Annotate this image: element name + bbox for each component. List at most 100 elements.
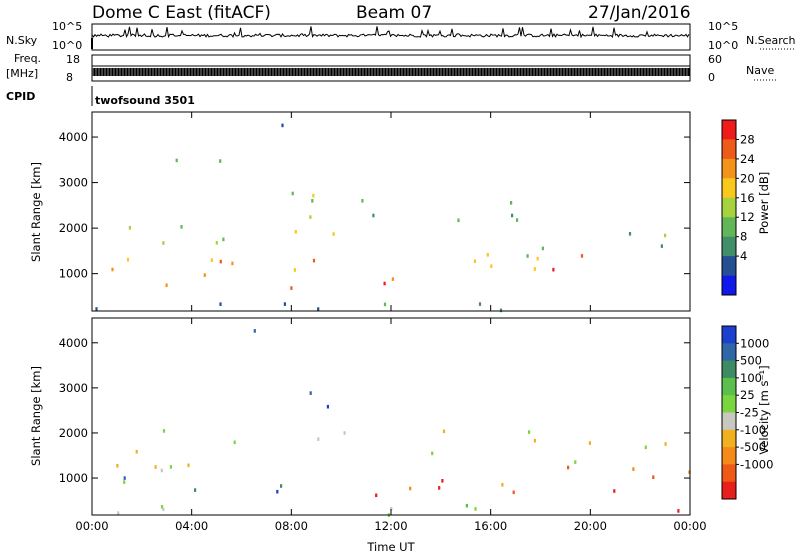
scatter-cell bbox=[383, 302, 387, 307]
nsky-tick-bottom: 10^0 bbox=[52, 39, 82, 52]
scatter-cell bbox=[632, 467, 635, 471]
scatter-cell bbox=[533, 438, 536, 443]
nave-tick-top: 60 bbox=[708, 53, 722, 66]
scatter-cell bbox=[117, 511, 120, 515]
scatter-cell bbox=[294, 230, 297, 234]
y-tick-label: 4000 bbox=[59, 336, 88, 350]
x-tick-label: 20:00 bbox=[574, 519, 607, 533]
scatter-cell bbox=[312, 193, 315, 198]
freq-band bbox=[92, 68, 690, 76]
colorbar-segment bbox=[722, 343, 736, 361]
colorbar-tick-label: -1000 bbox=[740, 457, 773, 471]
nsearch-label: N.Search bbox=[746, 34, 796, 47]
nave-label: Nave bbox=[746, 64, 774, 77]
nsky-panel-frame bbox=[91, 23, 691, 51]
colorbar-segment bbox=[722, 120, 736, 140]
scatter-cell bbox=[486, 253, 489, 257]
y-tick-label: 3000 bbox=[59, 176, 88, 190]
colorbar-tick-label: 24 bbox=[740, 152, 755, 166]
x-tick-label: 00:00 bbox=[673, 519, 706, 533]
nsky-tick-top: 10^5 bbox=[52, 20, 82, 33]
scatter-cell bbox=[490, 264, 493, 268]
colorbar-segment bbox=[722, 464, 736, 483]
nsky-trace bbox=[91, 26, 690, 49]
colorbar-segment bbox=[722, 178, 736, 199]
scatter-cell bbox=[165, 283, 168, 288]
x-tick-label: 12:00 bbox=[374, 519, 407, 533]
scatter-cell bbox=[175, 158, 178, 163]
colorbar-segment bbox=[722, 326, 736, 344]
scatter-cell bbox=[95, 307, 98, 311]
scatter-cell bbox=[677, 509, 680, 513]
x-tick-label: 16:00 bbox=[474, 519, 507, 533]
scatter-cell bbox=[343, 431, 346, 435]
scatter-cell bbox=[135, 449, 138, 454]
y-tick-label: 2000 bbox=[59, 426, 88, 440]
colorbar-tick-label: 25 bbox=[740, 388, 755, 402]
colorbar-segment bbox=[722, 447, 736, 465]
nsky-line bbox=[91, 26, 690, 39]
scatter-cell bbox=[311, 199, 314, 203]
power-y-axis: 1000 2000 3000 4000 bbox=[59, 130, 690, 281]
scatter-cell bbox=[652, 475, 655, 479]
scatter-cell bbox=[283, 302, 286, 306]
freq-trace bbox=[92, 65, 690, 77]
scatter-cell bbox=[123, 476, 126, 480]
colorbar-tick-label: 8 bbox=[740, 230, 747, 244]
scatter-cell bbox=[409, 486, 412, 491]
scatter-cell bbox=[473, 259, 476, 263]
scatter-cell bbox=[361, 199, 364, 203]
scatter-cell bbox=[541, 246, 544, 251]
scatter-cell bbox=[290, 286, 293, 290]
colorbar-tick-label: 12 bbox=[740, 210, 755, 224]
scatter-cell bbox=[128, 226, 131, 230]
scatter-cell bbox=[628, 232, 632, 236]
nave-tick-bottom: 0 bbox=[708, 71, 715, 84]
colorbar-segment bbox=[722, 256, 736, 276]
x-tick-label: 08:00 bbox=[275, 519, 308, 533]
scatter-cell bbox=[309, 215, 312, 219]
power-panel-bg bbox=[92, 112, 690, 311]
scatter-cell bbox=[567, 465, 570, 470]
scatter-cell bbox=[233, 440, 236, 445]
scatter-cell bbox=[383, 281, 386, 286]
scatter-cell bbox=[317, 437, 320, 441]
scatter-cell bbox=[375, 493, 378, 498]
scatter-cell bbox=[474, 507, 477, 511]
colorbar-frame bbox=[721, 119, 737, 296]
scatter-cell bbox=[528, 430, 531, 434]
scatter-cell bbox=[580, 254, 584, 258]
colorbar-segment bbox=[722, 412, 736, 431]
colorbar-segment bbox=[722, 275, 736, 296]
freq-label: Freq. bbox=[14, 52, 41, 65]
velocity-colorbar-label: Velocity [m s⁻¹] bbox=[757, 365, 771, 454]
scatter-cell bbox=[478, 302, 482, 306]
colorbar-tick-label: 100 bbox=[740, 371, 762, 385]
scatter-cell bbox=[215, 241, 218, 245]
date-title: 27/Jan/2016 bbox=[588, 3, 691, 23]
y-tick-label: 4000 bbox=[59, 130, 88, 144]
scatter-cell bbox=[116, 464, 119, 468]
colorbar-tick-label: 20 bbox=[740, 171, 755, 185]
power-colorbar-label: Power [dB] bbox=[757, 172, 771, 235]
scatter-cell bbox=[332, 232, 335, 236]
scatter-cell bbox=[231, 261, 234, 266]
scatter-cell bbox=[664, 442, 667, 446]
scatter-cell bbox=[552, 267, 555, 272]
colorbar-tick-label: -100 bbox=[740, 423, 766, 437]
scatter-cell bbox=[210, 258, 213, 262]
scatter-cell bbox=[664, 233, 667, 238]
scatter-cell bbox=[291, 191, 294, 196]
scatter-cell bbox=[372, 213, 375, 218]
scatter-cell bbox=[326, 404, 329, 409]
scatter-cell bbox=[457, 218, 460, 223]
colorbar-segment bbox=[722, 429, 736, 448]
velocity-ylabel: Slant Range [km] bbox=[29, 366, 43, 466]
nsearch-tick-bottom: 10^0 bbox=[708, 39, 738, 52]
scatter-cell bbox=[499, 308, 503, 313]
scatter-cell bbox=[588, 441, 591, 445]
scatter-cell bbox=[533, 267, 536, 271]
scatter-cell bbox=[442, 429, 446, 434]
colorbar-tick-label: -500 bbox=[740, 440, 766, 454]
